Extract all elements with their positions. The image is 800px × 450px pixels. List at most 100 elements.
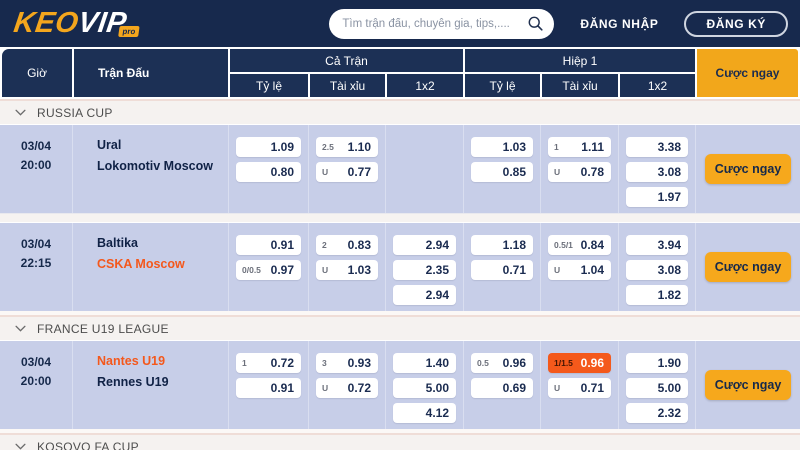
- odds-box[interactable]: 0.80: [236, 162, 301, 182]
- odds-value: 0.71: [502, 263, 526, 277]
- odds-value: 1.10: [347, 140, 371, 154]
- match-teams[interactable]: Nantes U19 Rennes U19: [72, 341, 228, 429]
- login-button[interactable]: ĐĂNG NHẬP: [580, 16, 659, 31]
- col-time-header: Giờ: [2, 49, 72, 97]
- league-header[interactable]: RUSSIA CUP: [0, 99, 800, 124]
- odds-box[interactable]: 1.82: [626, 285, 688, 305]
- odds-box[interactable]: 0.69: [471, 378, 533, 398]
- search-box[interactable]: [329, 8, 555, 39]
- match-date-text: 03/04: [20, 237, 52, 251]
- odds-line-label: U: [554, 265, 561, 275]
- match-teams[interactable]: Baltika CSKA Moscow: [72, 223, 228, 311]
- logo-pro-badge: pro: [117, 26, 141, 37]
- row-separator: [0, 213, 800, 222]
- odds-cell-h1-1x2: 3.94 3.08 1.82: [618, 223, 695, 311]
- odds-box[interactable]: U 1.03: [316, 260, 378, 280]
- odds-value: 1.11: [581, 140, 604, 154]
- odds-box[interactable]: 2.32: [626, 403, 688, 423]
- odds-value: 4.12: [425, 406, 449, 420]
- odds-box[interactable]: 1 1.11: [548, 137, 611, 157]
- match-time: 03/04 20:00: [0, 341, 72, 429]
- search-input[interactable]: [342, 17, 528, 30]
- bet-now-button[interactable]: Cược ngay: [705, 252, 791, 282]
- odds-box[interactable]: U 1.04: [548, 260, 611, 280]
- match-time: 03/04 22:15: [0, 223, 72, 311]
- subcol-h1-overunder-header: Tài xỉu: [542, 74, 618, 97]
- odds-box[interactable]: 3.38: [626, 137, 688, 157]
- odds-value: 1.82: [657, 288, 681, 302]
- odds-box[interactable]: 2 0.83: [316, 235, 378, 255]
- odds-value: 1.09: [270, 140, 294, 154]
- odds-value: 2.35: [425, 263, 449, 277]
- odds-box[interactable]: 3.94: [626, 235, 688, 255]
- bet-now-button[interactable]: Cược ngay: [705, 154, 791, 184]
- odds-box[interactable]: 0.5/1 0.84: [548, 235, 611, 255]
- odds-box[interactable]: 5.00: [626, 378, 688, 398]
- odds-line-label: 1: [242, 358, 247, 368]
- odds-value: 0.96: [580, 356, 604, 370]
- odds-value: 0.83: [347, 238, 371, 252]
- odds-box[interactable]: 1.40: [393, 353, 456, 373]
- odds-value: 0.71: [580, 381, 604, 395]
- odds-box[interactable]: U 0.77: [316, 162, 378, 182]
- odds-table-body: RUSSIA CUP 03/04 20:00 Ural Lokomotiv Moscow…: [0, 99, 800, 450]
- bet-cell: Cược ngay: [695, 125, 800, 213]
- odds-box[interactable]: 0.5 0.96: [471, 353, 533, 373]
- odds-cell-ft-1x2: [385, 125, 463, 213]
- odds-box[interactable]: 0.91: [236, 378, 301, 398]
- odds-box[interactable]: 1.03: [471, 137, 533, 157]
- odds-box[interactable]: 2.5 1.10: [316, 137, 378, 157]
- odds-value: 0.72: [270, 356, 294, 370]
- subcol-h1-1x2-header: 1x2: [620, 74, 695, 97]
- search-icon[interactable]: [527, 15, 544, 32]
- odds-box[interactable]: 0/0.5 0.97: [236, 260, 301, 280]
- match-row: 03/04 20:00 Ural Lokomotiv Moscow 1.09 0.80 2.…: [0, 124, 800, 213]
- league-header[interactable]: KOSOVO FA CUP: [0, 433, 800, 450]
- odds-box[interactable]: 1 0.72: [236, 353, 301, 373]
- odds-value: 1.40: [425, 356, 449, 370]
- odds-line-label: 0.5/1: [554, 240, 573, 250]
- match-date-text: 03/04: [20, 355, 52, 369]
- odds-box[interactable]: 2.35: [393, 260, 456, 280]
- odds-box[interactable]: 2.94: [393, 285, 456, 305]
- odds-box[interactable]: 0.85: [471, 162, 533, 182]
- odds-value: 0.77: [347, 165, 371, 179]
- odds-box[interactable]: 1.09: [236, 137, 301, 157]
- match-teams[interactable]: Ural Lokomotiv Moscow: [72, 125, 228, 213]
- odds-cell-ft-ou: 2.5 1.10 U 0.77: [308, 125, 385, 213]
- col-betnow-header: Cược ngay: [697, 49, 798, 97]
- odds-box[interactable]: 0.91: [236, 235, 301, 255]
- odds-box[interactable]: U 0.78: [548, 162, 611, 182]
- league-header[interactable]: FRANCE U19 LEAGUE: [0, 315, 800, 340]
- keovip-logo[interactable]: KEO VIP pro: [12, 7, 143, 40]
- odds-line-label: 2: [322, 240, 327, 250]
- odds-box[interactable]: 2.94: [393, 235, 456, 255]
- subcol-h1-handicap-header: Tỷ lệ: [465, 74, 540, 97]
- odds-box[interactable]: 1.90: [626, 353, 688, 373]
- odds-box[interactable]: 1/1.5 0.96: [548, 353, 611, 373]
- odds-box[interactable]: U 0.71: [548, 378, 611, 398]
- section-gap: [0, 429, 800, 433]
- odds-box[interactable]: U 0.72: [316, 378, 378, 398]
- home-team: Ural: [97, 138, 122, 152]
- odds-box[interactable]: 3 0.93: [316, 353, 378, 373]
- odds-cell-ft-1x2: 1.40 5.00 4.12: [385, 341, 463, 429]
- odds-cell-h1-1x2: 1.90 5.00 2.32: [618, 341, 695, 429]
- register-button[interactable]: ĐĂNG KÝ: [684, 10, 788, 37]
- odds-box[interactable]: 1.18: [471, 235, 533, 255]
- odds-box[interactable]: 0.71: [471, 260, 533, 280]
- odds-cell-h1-ou: 0.5/1 0.84 U 1.04: [540, 223, 618, 311]
- match-date-text: 03/04: [20, 139, 52, 153]
- subcol-ft-1x2-header: 1x2: [387, 74, 463, 97]
- odds-box[interactable]: 5.00: [393, 378, 456, 398]
- odds-cell-ft-ou: 3 0.93 U 0.72: [308, 341, 385, 429]
- bet-cell: Cược ngay: [695, 223, 800, 311]
- odds-box[interactable]: 1.97: [626, 187, 688, 207]
- odds-cell-ft-1x2: 2.94 2.35 2.94: [385, 223, 463, 311]
- group-full-match-header: Cả Trận: [230, 49, 463, 72]
- odds-box[interactable]: 3.08: [626, 260, 688, 280]
- odds-box[interactable]: 3.08: [626, 162, 688, 182]
- bet-now-button[interactable]: Cược ngay: [705, 370, 791, 400]
- subcol-ft-overunder-header: Tài xỉu: [310, 74, 385, 97]
- odds-box[interactable]: 4.12: [393, 403, 456, 423]
